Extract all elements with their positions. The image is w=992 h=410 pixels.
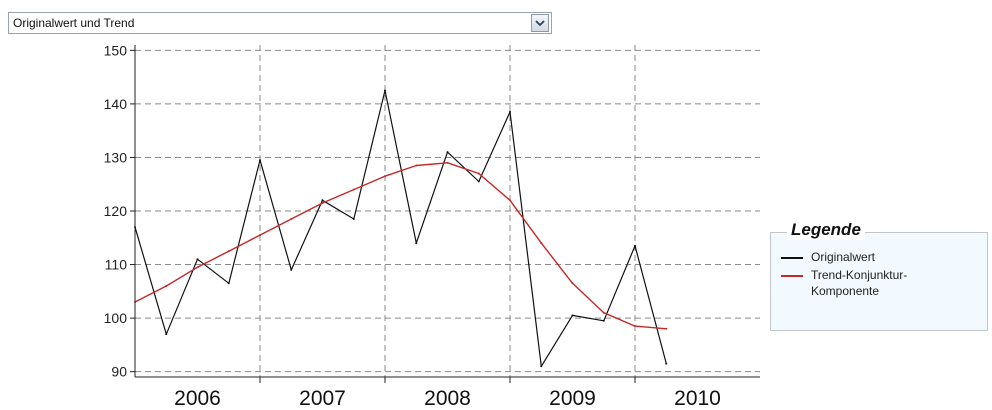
series-1-point-6 — [321, 201, 324, 204]
x-tick-label-2008: 2008 — [424, 387, 471, 410]
line-chart: 90 100 110 120 130 140 150 2006 2007 2008 2009 2010 — [104, 42, 760, 410]
series-1-point-3 — [227, 250, 230, 253]
legend-item-trend: Trend-Konjunktur-Komponente — [781, 267, 961, 299]
x-tick-label-2006: 2006 — [174, 387, 221, 410]
series-1-point-12 — [509, 199, 511, 202]
series-1-point-13 — [540, 242, 543, 245]
series-1-point-1 — [165, 284, 168, 287]
series-0-point-2 — [196, 258, 199, 261]
y-tick-label-90: 90 — [111, 364, 127, 380]
tick-layer: 90 100 110 120 130 140 150 2006 2007 2008 2009 2010 — [104, 42, 721, 410]
series-1-point-2 — [196, 266, 199, 269]
chart-type-select[interactable]: Originalwert und Trend — [8, 12, 552, 34]
legend-title: Legende — [787, 220, 865, 240]
series-0-point-17 — [665, 362, 668, 365]
series-0-point-3 — [227, 282, 230, 285]
series-1-point-16 — [634, 325, 636, 328]
legend-swatch-originalwert — [781, 257, 803, 259]
series-0-point-11 — [477, 180, 480, 183]
series-0-point-4 — [259, 159, 261, 162]
legend-swatch-trend — [781, 275, 803, 277]
x-tick-label-2009: 2009 — [549, 387, 596, 410]
chevron-down-icon — [535, 20, 545, 27]
y-tick-label-110: 110 — [105, 257, 128, 273]
series-0-point-12 — [509, 110, 511, 113]
dropdown-button[interactable] — [531, 14, 549, 32]
series-0-point-8 — [384, 89, 386, 92]
chart-type-select-value: Originalwert und Trend — [13, 16, 135, 30]
series-1-point-17 — [665, 327, 668, 330]
series-0-point-5 — [290, 268, 293, 271]
series-0-point-14 — [571, 314, 574, 317]
x-tick-label-2007: 2007 — [299, 387, 346, 410]
series-line-0 — [134, 89, 667, 367]
y-tick-label-100: 100 — [104, 310, 128, 326]
legend-label-trend: Trend-Konjunktur-Komponente — [811, 268, 908, 298]
series-1-point-10 — [446, 161, 449, 164]
x-tick-label-2010: 2010 — [674, 387, 721, 410]
series-1-point-15 — [602, 311, 605, 314]
legend: Legende Originalwert Trend-Konjunktur-Ko… — [770, 220, 988, 331]
series-0-point-15 — [602, 319, 605, 322]
y-tick-label-130: 130 — [104, 149, 128, 165]
y-tick-label-150: 150 — [104, 42, 128, 58]
series-1-point-5 — [290, 218, 293, 221]
series-1-point-9 — [415, 164, 418, 167]
y-tick-label-140: 140 — [104, 96, 128, 112]
series-1-point-14 — [571, 282, 574, 285]
series-0-point-1 — [165, 333, 168, 336]
series-0-point-6 — [321, 199, 324, 202]
y-tick-label-120: 120 — [104, 203, 128, 219]
legend-item-originalwert: Originalwert — [781, 249, 961, 265]
series-1-point-8 — [384, 175, 386, 178]
series-0-point-10 — [446, 151, 449, 154]
legend-label-originalwert: Originalwert — [811, 250, 876, 264]
series-layer — [134, 89, 668, 368]
grid-layer — [135, 45, 760, 377]
series-1-point-4 — [259, 234, 261, 237]
series-1-point-7 — [352, 188, 355, 191]
series-0-point-9 — [415, 242, 418, 245]
series-0-point-13 — [540, 365, 543, 368]
series-0-point-7 — [352, 218, 355, 221]
series-1-point-11 — [477, 172, 480, 175]
series-0-point-16 — [634, 244, 636, 247]
series-line-1 — [134, 162, 667, 330]
